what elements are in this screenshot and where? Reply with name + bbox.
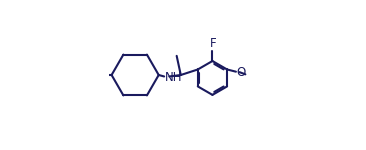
- Text: O: O: [236, 66, 246, 79]
- Text: NH: NH: [165, 71, 182, 84]
- Text: F: F: [210, 37, 216, 50]
